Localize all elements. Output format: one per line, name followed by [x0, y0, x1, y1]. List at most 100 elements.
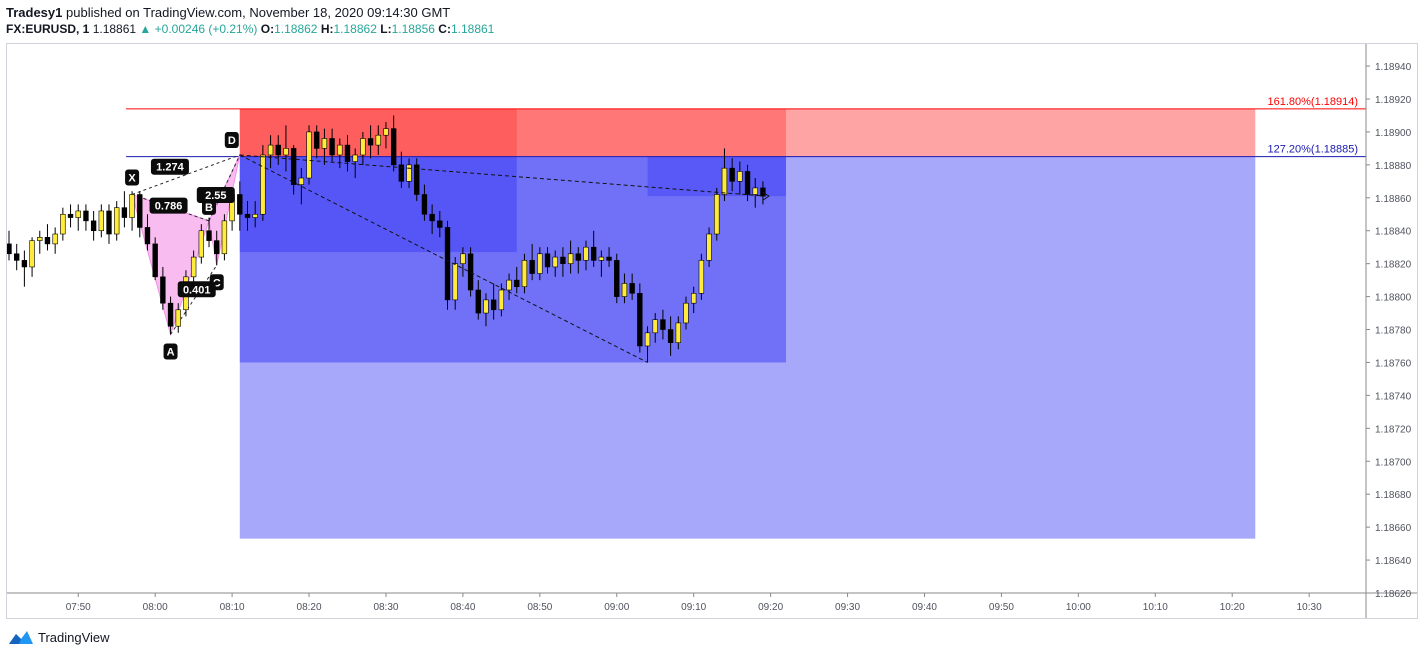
price-tick-label: 1.18620 — [1375, 589, 1412, 600]
candle — [429, 204, 435, 235]
stop-zone — [239, 108, 1256, 157]
candle — [637, 283, 643, 353]
change-arrow-icon: ▲ — [139, 22, 152, 36]
candle — [206, 217, 212, 248]
price-tick-label: 1.18780 — [1375, 326, 1412, 337]
candle-body — [683, 302, 689, 324]
arrow-icon — [762, 191, 770, 201]
candle-body — [652, 319, 658, 334]
author-name[interactable]: Tradesy1 — [6, 5, 63, 20]
candle — [621, 273, 628, 304]
candle — [290, 145, 297, 195]
candle-body — [214, 240, 220, 255]
candle-body — [337, 144, 343, 156]
candle-body — [398, 164, 405, 182]
ratio-label: 0.401 — [177, 281, 216, 298]
price-tick-label: 1.18820 — [1375, 260, 1412, 271]
candle-body — [14, 253, 20, 261]
ratio-label-text: 0.786 — [155, 201, 183, 213]
candle-body — [314, 131, 320, 149]
time-tick-label: 08:00 — [143, 602, 168, 613]
candle — [467, 247, 474, 297]
axes: 1.18940 1.18920 1.18900 1.18880 1.18860 1.188… — [6, 43, 1418, 619]
candle-body — [129, 194, 135, 218]
candle — [83, 204, 89, 231]
candle — [421, 184, 428, 221]
candle — [167, 296, 174, 335]
candle-body — [621, 283, 628, 297]
candle-body — [552, 256, 558, 268]
ohlc-legend: FX:EURUSD, 1 1.18861 ▲ +0.00246 (+0.21%)… — [6, 22, 494, 36]
candle-body — [121, 207, 128, 218]
candle — [575, 247, 581, 274]
candle — [314, 125, 320, 159]
candle — [537, 247, 543, 281]
candle — [437, 210, 443, 238]
candle-body — [98, 210, 105, 232]
candle-body — [490, 299, 497, 311]
candle — [21, 250, 28, 287]
chart-frame[interactable]: 161.80%(1.18914) 127.20%(1.18885) X A B C D 1.… — [6, 43, 1418, 619]
point-label-text: A — [167, 346, 175, 358]
candle — [67, 204, 74, 228]
candle — [521, 253, 528, 294]
candle — [652, 313, 658, 343]
candle — [352, 148, 358, 179]
candle-body — [75, 210, 81, 218]
candle-body — [67, 213, 74, 218]
candle — [121, 191, 128, 228]
price-tick-label: 1.18900 — [1375, 128, 1412, 139]
high-label: H: — [320, 22, 334, 36]
close-value: 1.18861 — [450, 22, 495, 36]
candle — [583, 240, 589, 271]
candle-body — [421, 194, 428, 215]
candle-body — [629, 283, 635, 294]
tradingview-brand[interactable]: TradingView — [8, 627, 110, 647]
candle-body — [660, 319, 666, 330]
low-value: 1.18856 — [391, 22, 435, 36]
candle-body — [90, 220, 97, 232]
tradingview-logo-icon — [9, 631, 33, 644]
candle — [698, 253, 705, 300]
time-tick-label: 08:30 — [373, 602, 398, 613]
price-tick-label: 1.18760 — [1375, 358, 1412, 369]
candle — [675, 316, 681, 350]
candle — [44, 224, 51, 251]
candle — [298, 168, 305, 205]
candle-body — [460, 253, 466, 264]
candle — [137, 191, 143, 238]
pattern-labels: X A B C D 1.274 0.786 2.55 0.401 — [125, 131, 239, 360]
candle-body — [106, 210, 112, 235]
candle-body — [298, 177, 305, 185]
time-tick-label: 09:10 — [681, 602, 706, 613]
candle-body — [590, 246, 597, 261]
symbol-label[interactable]: FX:EURUSD, 1 — [6, 22, 90, 36]
candle — [752, 178, 758, 208]
candle-body — [567, 253, 574, 264]
candle-body — [498, 289, 505, 311]
candle — [490, 283, 497, 320]
high-value: 1.18862 — [333, 22, 377, 36]
candle — [606, 247, 612, 267]
path-to-last — [239, 154, 766, 197]
candle-body — [290, 148, 297, 185]
candle — [529, 243, 535, 281]
price-tick-label: 1.18860 — [1375, 194, 1412, 205]
candle — [552, 250, 558, 277]
candle — [560, 247, 566, 277]
candle — [706, 227, 712, 267]
candle-body — [283, 148, 289, 156]
publish-info: Tradesy1 published on TradingView.com, N… — [6, 5, 450, 20]
price-chart[interactable]: 161.80%(1.18914)127.20%(1.18885) XABCD1.… — [6, 43, 1418, 619]
target-zone — [239, 156, 1256, 539]
candle — [214, 230, 220, 266]
candle-body — [483, 299, 489, 314]
candle — [160, 266, 166, 310]
point-label-text: D — [228, 135, 236, 147]
candle-body — [737, 171, 743, 182]
candle — [29, 237, 35, 277]
candle — [283, 125, 289, 172]
candle-body — [406, 164, 412, 182]
price-tick-label: 1.18680 — [1375, 490, 1412, 501]
price-change: +0.00246 (+0.21%) — [154, 22, 258, 36]
